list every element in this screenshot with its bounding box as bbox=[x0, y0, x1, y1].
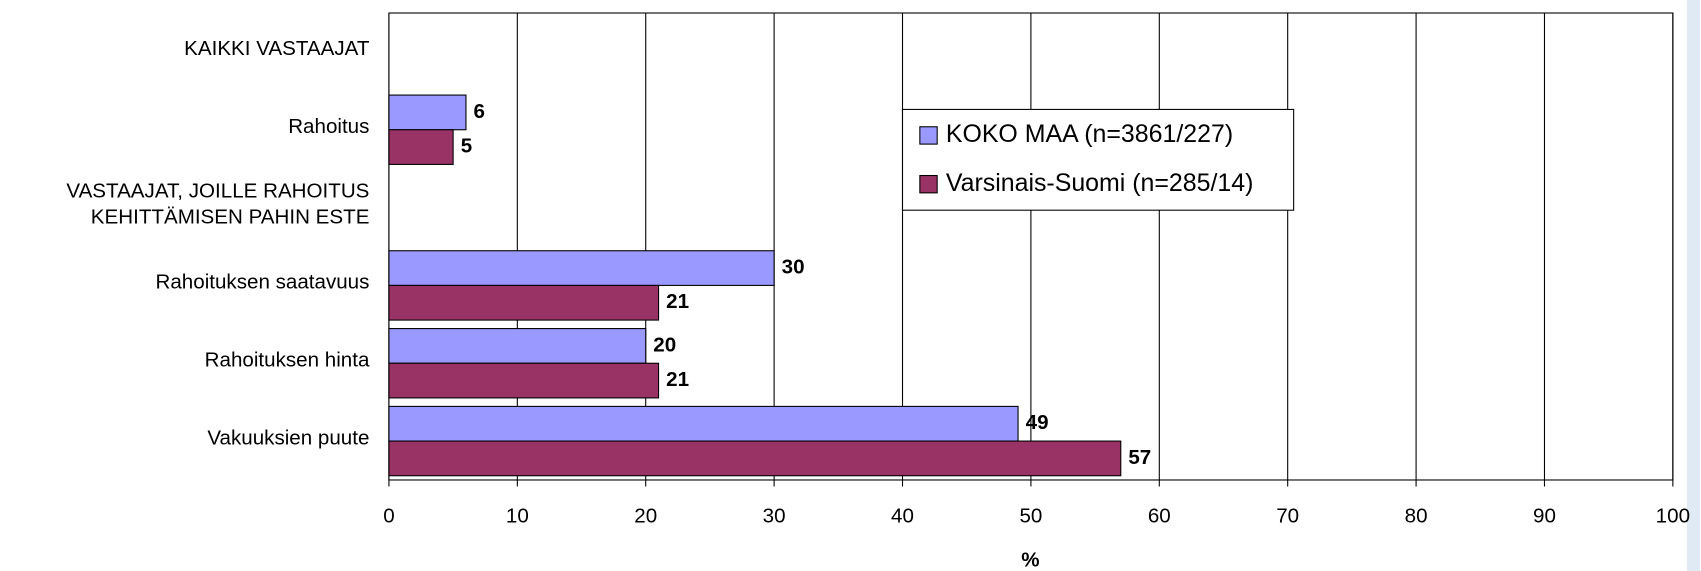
x-tick-label: 60 bbox=[1148, 504, 1171, 527]
value-label: 20 bbox=[653, 333, 676, 356]
x-tick-label: 20 bbox=[634, 504, 657, 527]
legend-box bbox=[901, 108, 1295, 211]
y-tick-label: Vakuuksien puute bbox=[207, 426, 369, 449]
bar bbox=[388, 328, 647, 364]
y-tick-label: KAIKKI VASTAAJAT bbox=[184, 37, 370, 60]
x-axis-label: % bbox=[1021, 549, 1039, 571]
x-tick-label: 70 bbox=[1276, 504, 1299, 527]
value-label: 30 bbox=[782, 256, 805, 279]
bar bbox=[388, 405, 1019, 442]
bar bbox=[388, 362, 660, 399]
bar bbox=[388, 94, 467, 131]
bar bbox=[388, 129, 454, 165]
value-label: 21 bbox=[666, 368, 689, 391]
y-tick-label: VASTAAJAT, JOILLE RAHOITUS KEHITTÄMISEN P… bbox=[66, 180, 369, 229]
y-tick-label: Rahoituksen saatavuus bbox=[156, 271, 370, 294]
legend-label: Varsinais-Suomi (n=285/14) bbox=[946, 169, 1254, 197]
bar bbox=[388, 440, 1122, 477]
legend-swatch bbox=[919, 126, 938, 145]
x-tick-label: 40 bbox=[891, 504, 914, 527]
x-tick-label: 80 bbox=[1405, 504, 1428, 527]
value-label: 21 bbox=[666, 290, 689, 313]
x-tick-label: 50 bbox=[1019, 504, 1042, 527]
bar bbox=[388, 250, 775, 286]
value-label: 6 bbox=[474, 100, 485, 123]
x-tick-label: 100 bbox=[1656, 504, 1690, 527]
value-label: 57 bbox=[1128, 446, 1151, 469]
x-tick-label: 90 bbox=[1533, 504, 1556, 527]
y-tick-label: Rahoitus bbox=[288, 115, 369, 138]
value-label: 49 bbox=[1026, 411, 1049, 434]
bar bbox=[388, 284, 660, 321]
legend-label: KOKO MAA (n=3861/227) bbox=[946, 120, 1233, 148]
edge-decoration bbox=[1686, 0, 1700, 571]
legend-swatch bbox=[919, 174, 938, 194]
x-tick-label: 30 bbox=[763, 504, 786, 527]
value-label: 5 bbox=[461, 135, 472, 158]
x-tick-label: 0 bbox=[383, 504, 394, 527]
y-tick-label: Rahoituksen hinta bbox=[205, 349, 370, 372]
x-tick-label: 10 bbox=[506, 504, 529, 527]
